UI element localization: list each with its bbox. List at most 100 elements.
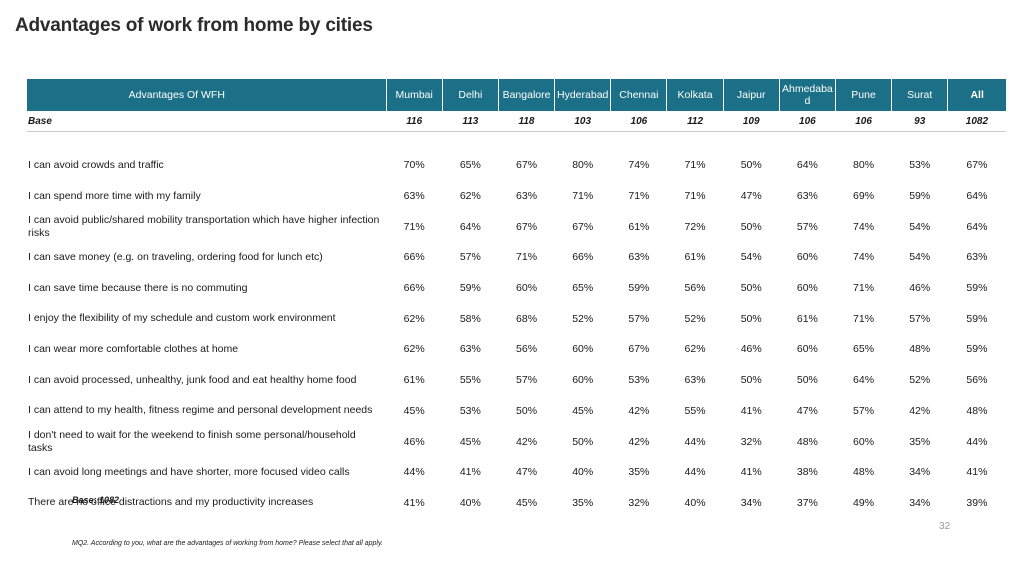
base-value: 112: [666, 111, 724, 132]
row-value: 59%: [966, 312, 988, 325]
row-value: 67%: [516, 159, 538, 172]
row-value: 59%: [459, 282, 481, 295]
header-city-jaipur: Jaipur: [723, 79, 780, 111]
table-row: I can avoid processed, unhealthy, junk f…: [27, 365, 1006, 396]
row-value: 63%: [684, 374, 706, 387]
row-value: 34%: [740, 496, 762, 509]
table-row: I can save time because there is no comm…: [27, 273, 1006, 304]
row-label: I can wear more comfortable clothes at h…: [28, 342, 239, 355]
row-value: 50%: [740, 282, 762, 295]
row-value: 60%: [516, 282, 538, 295]
base-value: 106: [610, 111, 667, 132]
row-value: 41%: [459, 466, 481, 479]
row-value: 40%: [684, 496, 706, 509]
row-value: 62%: [403, 343, 425, 356]
row-value: 67%: [572, 220, 594, 233]
table-header-row: Advantages Of WFH Mumbai Delhi Bangalore…: [27, 79, 1006, 111]
row-value: 57%: [853, 404, 875, 417]
row-value: 66%: [403, 282, 425, 295]
row-value: 63%: [628, 251, 650, 264]
table-row: I enjoy the flexibility of my schedule a…: [27, 303, 1006, 334]
row-value: 52%: [684, 312, 706, 325]
spacer-cell: [27, 132, 1006, 151]
row-value: 61%: [684, 251, 706, 264]
page-number: 32: [939, 521, 951, 532]
row-value: 57%: [628, 312, 650, 325]
row-value: 59%: [966, 343, 988, 356]
header-all: All: [947, 79, 1006, 111]
row-value: 59%: [966, 282, 988, 295]
row-value: 40%: [572, 466, 594, 479]
survey-question-footnote: MQ2. According to you, what are the adva…: [72, 540, 383, 547]
row-label: I can avoid public/shared mobility trans…: [28, 213, 380, 239]
row-value: 49%: [853, 496, 875, 509]
row-value: 56%: [684, 282, 706, 295]
row-value: 46%: [909, 282, 931, 295]
row-value: 41%: [403, 496, 425, 509]
header-city-mumbai: Mumbai: [386, 79, 443, 111]
row-value: 71%: [684, 190, 706, 203]
row-value: 54%: [909, 220, 931, 233]
row-label: I can spend more time with my family: [28, 189, 201, 202]
row-value: 41%: [966, 466, 988, 479]
row-label: I can save time because there is no comm…: [28, 281, 248, 294]
base-value: 116: [386, 111, 443, 132]
row-value: 39%: [966, 496, 988, 509]
row-label: I don't need to wait for the weekend to …: [28, 428, 356, 454]
row-value: 68%: [516, 312, 538, 325]
row-value: 74%: [853, 220, 875, 233]
row-value: 67%: [966, 159, 988, 172]
row-value: 44%: [684, 466, 706, 479]
row-value: 80%: [572, 159, 594, 172]
table-row: I can avoid crowds and traffic 70% 65% 67% 8…: [27, 150, 1006, 181]
row-value: 45%: [572, 404, 594, 417]
row-value: 32%: [628, 496, 650, 509]
row-value: 64%: [796, 159, 818, 172]
header-city-ahmedabad: Ahmedaba d: [779, 79, 836, 111]
row-value: 57%: [909, 312, 931, 325]
row-value: 46%: [740, 343, 762, 356]
row-value: 34%: [909, 496, 931, 509]
row-value: 42%: [628, 435, 650, 448]
row-value: 71%: [516, 251, 538, 264]
row-value: 57%: [796, 220, 818, 233]
row-value: 70%: [403, 159, 425, 172]
row-value: 50%: [740, 159, 762, 172]
header-city-surat: Surat: [891, 79, 949, 111]
row-label: I can avoid long meetings and have short…: [28, 465, 350, 478]
row-label: I can avoid crowds and traffic: [28, 158, 164, 171]
row-value: 63%: [796, 190, 818, 203]
row-value: 64%: [966, 220, 988, 233]
row-value: 50%: [572, 435, 594, 448]
row-value: 71%: [403, 220, 425, 233]
row-value: 38%: [796, 466, 818, 479]
row-value: 58%: [459, 312, 481, 325]
row-label: I can save money (e.g. on traveling, ord…: [28, 250, 323, 263]
row-value: 61%: [403, 374, 425, 387]
row-value: 54%: [909, 251, 931, 264]
table-row: I don't need to wait for the weekend to …: [27, 426, 1006, 457]
row-value: 64%: [966, 190, 988, 203]
base-value: 93: [891, 111, 948, 132]
row-value: 48%: [909, 343, 931, 356]
page-title: Advantages of work from home by cities: [15, 15, 373, 36]
header-city-chennai: Chennai: [610, 79, 668, 111]
base-value: 106: [779, 111, 836, 132]
row-value: 74%: [628, 159, 650, 172]
header-city-kolkata: Kolkata: [666, 79, 724, 111]
row-value: 61%: [628, 220, 650, 233]
table-row: There are no office distractions and my …: [27, 488, 1006, 519]
row-value: 44%: [684, 435, 706, 448]
row-value: 67%: [516, 220, 538, 233]
row-label: There are no office distractions and my …: [28, 496, 314, 509]
row-value: 60%: [853, 435, 875, 448]
row-value: 50%: [740, 312, 762, 325]
table-row: I can attend to my health, fitness regim…: [27, 396, 1006, 427]
row-value: 46%: [403, 435, 425, 448]
row-value: 63%: [459, 343, 481, 356]
row-value: 62%: [684, 343, 706, 356]
row-value: 41%: [740, 404, 762, 417]
row-value: 52%: [572, 312, 594, 325]
row-value: 45%: [403, 404, 425, 417]
row-value: 47%: [796, 404, 818, 417]
